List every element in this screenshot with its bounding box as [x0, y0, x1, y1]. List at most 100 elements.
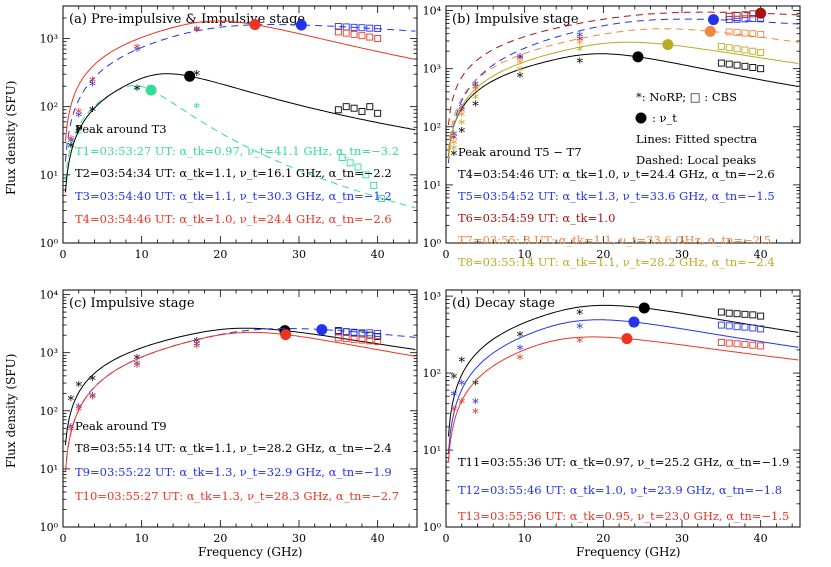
norp-point: * [451, 405, 458, 420]
norp-point: * [193, 102, 200, 117]
norp-point: * [458, 110, 465, 125]
cbs-point [350, 328, 358, 336]
x-tick-label: 40 [371, 532, 385, 545]
series-2: ***** [447, 7, 799, 148]
cbs-point [366, 337, 374, 345]
norp-point: * [89, 105, 96, 120]
norp-point: * [68, 141, 75, 156]
cbs-point [757, 325, 765, 333]
cbs-point [749, 15, 757, 22]
norp-point: * [576, 308, 583, 323]
series-0: ***** [447, 302, 799, 437]
series-1: ***** [64, 69, 416, 193]
norp-point: * [458, 126, 465, 141]
x-tick-label: 0 [60, 248, 67, 261]
norp-point: * [517, 353, 524, 368]
cbs-point [342, 328, 350, 336]
y-tick-label: 10³ [40, 347, 58, 360]
norp-point: * [89, 76, 96, 91]
fit-line [64, 73, 416, 193]
norp-point: * [193, 24, 200, 39]
cbs-point [358, 24, 366, 32]
cbs-point [338, 153, 346, 161]
series-3: ***** [447, 25, 799, 153]
x-tick-label: 10 [518, 532, 532, 545]
norp-point: * [193, 25, 200, 40]
norp-point: * [75, 127, 82, 142]
x-axis-label-left: Frequency (GHz) [198, 545, 303, 559]
plot-area: ******************** [64, 19, 416, 209]
turnover-marker [707, 14, 719, 26]
legend-lines: Lines: Fitted spectra [636, 132, 757, 146]
norp-point: * [193, 336, 200, 351]
y-tick-label: 10⁴ [423, 5, 442, 18]
plot-area: ************************* [447, 7, 799, 164]
y-tick-label: 10² [423, 367, 441, 380]
legend: *: NoRP; □ : CBS: ν_t Lines: Fitted spect… [635, 90, 757, 167]
cbs-point [749, 64, 757, 71]
norp-point: * [451, 129, 458, 144]
series-1: ***** [447, 316, 799, 454]
x-tick-label: 40 [754, 248, 768, 261]
norp-point: * [134, 84, 141, 99]
y-tick-label: 10¹ [40, 169, 58, 182]
turnover-marker [755, 7, 767, 19]
plot-frame [445, 5, 801, 244]
norp-point: * [75, 124, 82, 139]
cbs-point [358, 336, 366, 344]
turnover-marker [704, 25, 716, 37]
norp-point: * [68, 422, 75, 437]
y-tick-label: 10² [40, 405, 58, 418]
y-tick-label: 10⁰ [40, 521, 59, 534]
norp-point: * [451, 133, 458, 148]
cbs-point [741, 62, 749, 70]
norp-point: * [458, 355, 465, 370]
cbs-point [350, 104, 358, 112]
cbs-point [725, 309, 733, 317]
cbs-point [741, 11, 749, 19]
series-0: ***** [447, 51, 799, 164]
series-1: ***** [447, 14, 799, 164]
y-tick-label: 10⁰ [423, 237, 442, 250]
fit-line [64, 24, 416, 162]
norp-point: * [89, 391, 96, 406]
x-tick-label: 10 [135, 248, 149, 261]
cbs-point [749, 324, 757, 332]
plot-frame [445, 289, 801, 528]
series-label: T2=03:54:34 UT: α_tk=1.1, ν_t=16.1 GHz, … [75, 166, 392, 180]
cbs-point [362, 171, 370, 179]
y-tick-label: 10¹ [40, 463, 58, 476]
x-axis-label-right: Frequency (GHz) [576, 545, 681, 559]
cbs-point [350, 30, 358, 38]
norp-point: * [193, 69, 200, 84]
cbs-point [374, 338, 382, 346]
plot-area: *************** [64, 324, 416, 473]
cbs-point [733, 45, 741, 53]
cbs-point [733, 340, 741, 348]
cbs-point [350, 23, 358, 31]
fit-line [447, 304, 799, 437]
panel-title: (d) Decay stage [452, 296, 555, 311]
y-axis-label-bottom: Flux density (SFU) [4, 353, 18, 468]
norp-point: * [458, 378, 465, 393]
x-tick-label: 20 [596, 248, 610, 261]
norp-point: * [134, 361, 141, 376]
series-label: T10=03:55:27 UT: α_tk=1.3, ν_t=28.3 GHz,… [75, 489, 399, 503]
norp-point: * [458, 118, 465, 133]
turnover-marker [184, 70, 196, 82]
x-tick-label: 30 [292, 532, 306, 545]
cbs-point [733, 323, 741, 331]
series-0: ***** [64, 84, 416, 209]
norp-point: * [451, 372, 458, 387]
x-tick-label: 20 [213, 248, 227, 261]
cbs-point [725, 60, 733, 68]
norp-point: * [89, 392, 96, 407]
norp-point: * [576, 57, 583, 72]
x-tick-label: 10 [135, 532, 149, 545]
norp-point: * [517, 343, 524, 358]
y-tick-label: 10⁰ [423, 521, 442, 534]
norp-point: * [134, 359, 141, 374]
cbs-point [749, 30, 757, 38]
norp-point: * [75, 380, 82, 395]
